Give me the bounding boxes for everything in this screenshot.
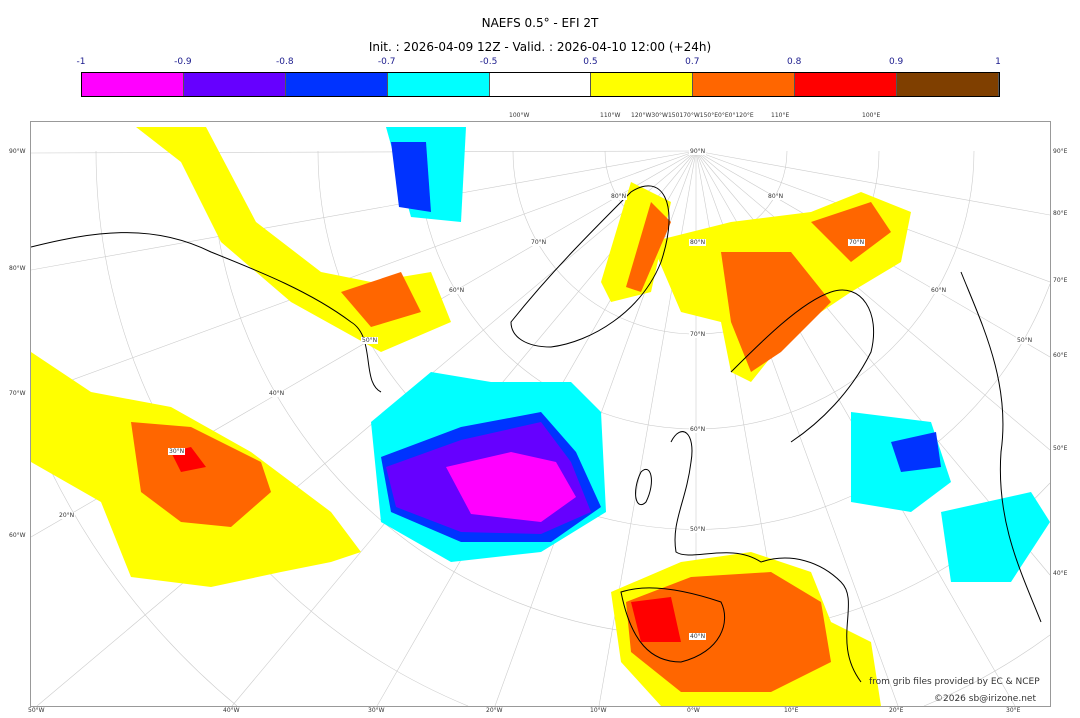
colorbar-segment [693,73,796,96]
latitude-circle [210,150,1050,637]
axis-label-right: 80°E [1053,210,1068,217]
warm-anomaly-iberia-peak [631,597,681,642]
coastlines [31,185,1042,683]
latitude-label: 80°N [610,193,628,200]
latitude-label: 70°N [689,331,707,338]
colorbar-tick-label: -0.9 [174,57,192,67]
latitude-label: 80°N [689,239,707,246]
colorbar-segment [82,73,184,96]
map-subtitle: Init. : 2026-04-09 12Z - Valid. : 2026-0… [368,40,712,54]
axis-label-top: 110°W [600,112,621,119]
axis-label-left: 80°W [9,265,26,272]
colorbar-tick-label: 0.5 [583,57,598,67]
warm-anomaly-scandinavia-core [721,252,831,372]
latitude-label: 70°N [530,239,548,246]
colorbar-tick-label: 0.7 [685,57,700,67]
latitude-label: 20°N [58,512,76,519]
latitude-circle [923,634,1050,706]
colorbar-segment [285,73,388,96]
copyright: ©2026 sb@irizone.net [934,694,1036,704]
axis-label-bottom: 20°E [889,707,904,714]
latitude-label: 60°N [448,287,466,294]
axis-label-right: 50°E [1053,445,1068,452]
colorbar-segment [387,73,490,96]
warm-anomaly-greenland-core [626,202,671,292]
axis-label-bottom: 30°E [1006,707,1021,714]
axis-label-left: 70°W [9,390,26,397]
map-area: 90°N 80°N 70°N 60°N 50°N 40°N 30°N 20°N 40°N 50°N… [30,121,1051,707]
warm-anomaly-russia-core [811,202,891,262]
axis-label-bottom: 10°W [590,707,607,714]
axis-label-top: 110°E [771,112,790,119]
axis-label-right: 90°E [1053,148,1068,155]
colorbar-tick-label: -0.5 [479,57,498,67]
axis-label-left: 90°W [9,148,26,155]
axis-label-bottom: 40°W [223,707,240,714]
colorbar-tick-label: -0.8 [275,57,294,67]
cold-anomaly-russia-core [891,432,941,472]
axis-label-bottom: 30°W [368,707,385,714]
colorbar-tick-label: 0.9 [888,57,904,67]
colorbar-tick-label: 0.8 [787,57,802,67]
axis-label-left: 60°W [9,532,26,539]
axis-label-right: 40°E [1053,570,1068,577]
latitude-label: 50°N [361,337,379,344]
cold-anomaly-core [446,452,576,522]
axis-label-bottom: 0°W [687,707,700,714]
latitude-label: 60°N [930,287,948,294]
latitude-label: 40°N [689,633,707,640]
colorbar-segment [489,73,592,96]
latitude-label: 70°N [848,239,866,246]
axis-label-bottom: 50°W [28,707,45,714]
efi-map [31,127,1050,706]
colorbar-tick-label: -1 [76,57,86,67]
latitude-label: 90°N [689,148,707,155]
axis-label-bottom: 10°E [784,707,799,714]
latitude-label: 50°N [1016,337,1034,344]
axis-label-bottom: 20°W [486,707,503,714]
axis-label-top: 120°W30°W150170°W150°E0°E0°120°E [631,112,754,119]
axis-label-top: 100°E [862,112,881,119]
axis-label-top: 100°W [509,112,530,119]
colorbar-segment [897,73,1000,96]
colorbar-segment [183,73,286,96]
latitude-label: 80°N [767,193,785,200]
colorbar [81,72,1000,97]
colorbar-tick-label: -0.7 [377,57,396,67]
colorbar-tick-label: 1 [995,57,1001,67]
source-credit: from grib files provided by EC & NCEP [869,677,1040,687]
cold-anomaly-caspian [941,492,1050,582]
axis-label-right: 70°E [1053,277,1068,284]
efi-fields [31,127,1050,706]
latitude-label: 50°N [689,526,707,533]
warm-anomaly-canada-core [341,272,421,327]
cold-anomaly-canada-core [391,142,431,212]
warm-anomaly-atlantic-core [131,422,271,527]
latitude-label: 60°N [689,426,707,433]
latitude-label: 30°N [168,448,186,455]
axis-label-right: 60°E [1053,352,1068,359]
colorbar-segment [591,73,694,96]
colorbar-segment [795,73,898,96]
map-title: NAEFS 0.5° - EFI 2T [481,16,599,30]
latitude-label: 40°N [268,390,286,397]
